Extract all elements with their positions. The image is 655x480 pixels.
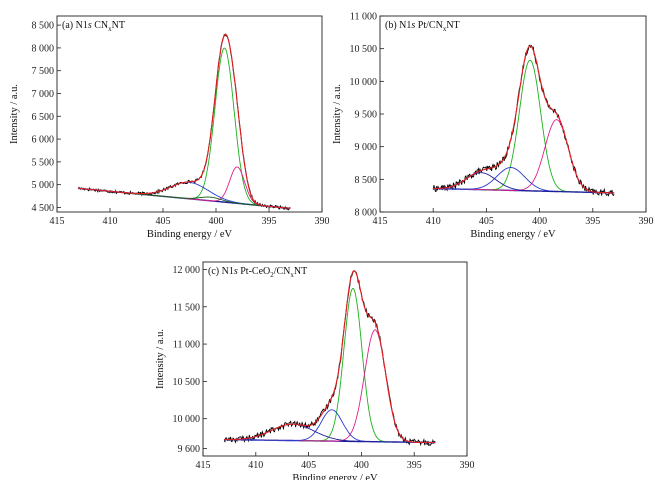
x-tick-label: 400: [354, 460, 369, 471]
y-tick-label: 6 500: [32, 112, 55, 123]
y-tick-label: 9 500: [355, 110, 378, 121]
x-tick-label: 405: [301, 460, 316, 471]
y-axis-label: Intensity / a.u.: [332, 84, 343, 144]
x-tick-label: 415: [373, 216, 388, 227]
x-tick-label: 390: [315, 216, 330, 227]
fit-component-magenta: [78, 166, 291, 209]
x-tick-label: 415: [196, 460, 211, 471]
panel-b: 415 410 405 400 395 390 8 000 8 500 9 000 9 500 10…: [332, 12, 654, 241]
fit-component-magenta: [224, 329, 436, 444]
x-tick-label: 405: [479, 216, 494, 227]
fit-envelope: [433, 45, 615, 194]
x-tick-label: 395: [585, 216, 600, 227]
x-tick-label: 400: [209, 216, 224, 227]
panel-title: (c) N1s Pt-CeO2/CNxNT: [208, 266, 307, 279]
y-tick-label: 8 500: [355, 175, 378, 186]
x-axis-label: Binding energy / eV: [147, 229, 233, 240]
y-axis-label: Intensity / a.u.: [155, 329, 166, 389]
y-tick-label: 5 500: [32, 157, 55, 168]
panel-a: 415 410 405 400 395 390 4 500 5 000 5 500 6 000 6 …: [9, 15, 330, 240]
plot-frame: [202, 261, 468, 457]
fit-component-green: [78, 47, 291, 209]
y-tick-label: 10 000: [173, 414, 201, 425]
panel-title: (a) N1s CNxNT: [62, 20, 125, 33]
x-tick-label: 390: [639, 216, 654, 227]
fit-component-green: [433, 59, 615, 194]
x-tick-label: 410: [248, 460, 263, 471]
y-tick-label: 11 000: [173, 340, 200, 351]
y-tick-label: 6 000: [32, 135, 55, 146]
y-tick-label: 11 000: [350, 12, 377, 23]
x-tick-label: 395: [262, 216, 277, 227]
panel-c: 415 410 405 400 395 390 9 600 10 000 10 500 11 00…: [155, 261, 475, 480]
y-tick-label: 5 000: [32, 180, 55, 191]
x-tick-label: 410: [103, 216, 118, 227]
x-tick-label: 415: [50, 216, 65, 227]
x-tick-label: 405: [156, 216, 171, 227]
panel-title: (b) N1s Pt/CNxNT: [385, 20, 460, 33]
x-tick-label: 390: [460, 460, 475, 471]
fit-component-green: [224, 287, 436, 444]
y-tick-label: 7 500: [32, 66, 55, 77]
x-tick-label: 410: [426, 216, 441, 227]
y-tick-label: 12 000: [173, 265, 201, 276]
x-axis-label: Binding energy / eV: [470, 229, 556, 240]
y-tick-label: 4 500: [32, 203, 55, 214]
x-tick-label: 395: [407, 460, 422, 471]
y-tick-label: 8 000: [355, 208, 378, 219]
y-axis-label: Intensity / a.u.: [9, 84, 20, 144]
y-tick-label: 11 500: [173, 302, 200, 313]
fit-envelope: [224, 270, 436, 444]
raw-spectrum: [223, 270, 436, 447]
plot-frame: [379, 15, 647, 213]
fit-component-magenta: [433, 119, 615, 194]
y-tick-label: 8 500: [32, 21, 55, 32]
y-tick-label: 10 500: [173, 377, 201, 388]
y-tick-label: 10 000: [350, 77, 378, 88]
raw-spectrum: [77, 33, 291, 211]
y-tick-label: 10 500: [350, 44, 378, 55]
fit-envelope: [78, 33, 291, 209]
x-tick-label: 400: [532, 216, 547, 227]
y-tick-label: 8 000: [32, 43, 55, 54]
x-axis-label: Binding energy / eV: [292, 473, 378, 480]
y-tick-label: 9 600: [178, 444, 201, 455]
y-tick-label: 7 000: [32, 89, 55, 100]
y-tick-label: 9 000: [355, 142, 378, 153]
plot-frame: [56, 15, 323, 213]
